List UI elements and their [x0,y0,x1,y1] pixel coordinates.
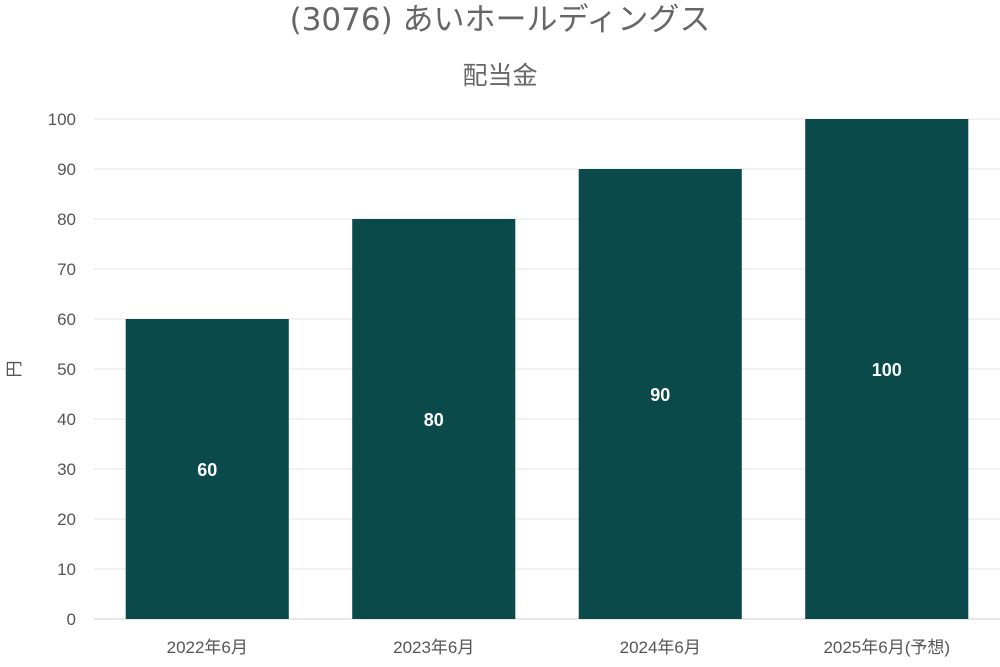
y-tick-label: 50 [57,360,76,379]
y-axis-label: 円 [5,361,25,378]
bar-value-label: 60 [197,460,217,480]
bar [352,219,516,619]
y-tick-label: 80 [57,210,76,229]
x-tick-label: 2024年6月 [620,638,701,657]
y-tick-label: 40 [57,410,76,429]
bar-value-label: 80 [424,410,444,430]
bar [125,319,289,619]
x-tick-label: 2025年6月(予想) [823,638,950,657]
bars: 60 80 90 100 [125,119,969,619]
x-tick-label: 2022年6月 [167,638,248,657]
y-tick-label: 20 [57,510,76,529]
bar-value-label: 100 [872,360,902,380]
chart-subtitle: 配当金 [462,61,537,90]
y-tick-label: 30 [57,460,76,479]
y-tick-label: 0 [67,610,76,629]
chart-title: (3076) あいホールディングス [290,2,711,38]
y-axis-ticks: 0 10 20 30 40 50 60 70 80 90 100 [48,110,76,629]
y-tick-label: 10 [57,560,76,579]
y-tick-label: 90 [57,160,76,179]
y-tick-label: 60 [57,310,76,329]
bar [578,169,742,619]
x-axis-ticks: 2022年6月 2023年6月 2024年6月 2025年6月(予想) [167,638,950,657]
bar-value-label: 90 [650,385,670,405]
y-tick-label: 100 [48,110,76,129]
bar [805,119,969,619]
x-tick-label: 2023年6月 [393,638,474,657]
y-tick-label: 70 [57,260,76,279]
